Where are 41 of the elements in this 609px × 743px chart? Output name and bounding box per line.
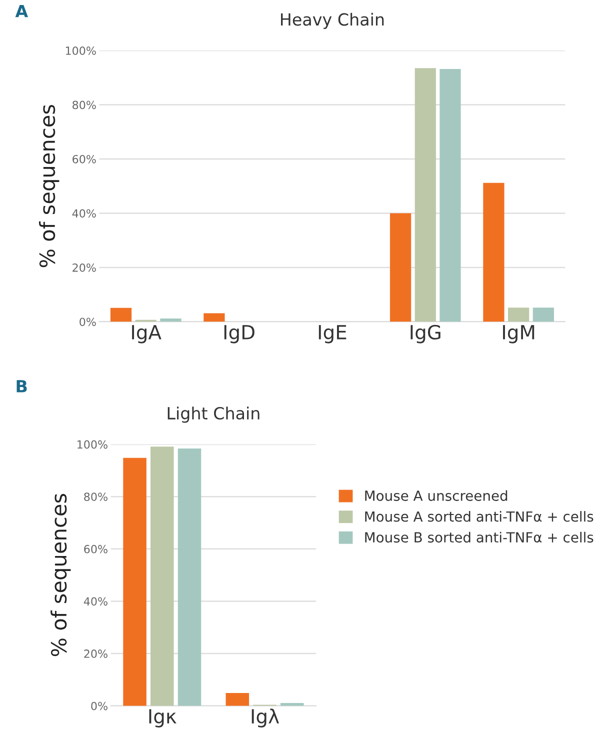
bar bbox=[150, 446, 174, 706]
chart-title: Heavy Chain bbox=[281, 12, 384, 29]
bar bbox=[483, 182, 504, 322]
x-tick-label: IgE bbox=[318, 325, 346, 344]
x-tick-label: IgG bbox=[410, 324, 440, 344]
bar bbox=[204, 313, 225, 322]
bar bbox=[414, 68, 436, 322]
y-tick-label: 60% bbox=[84, 544, 108, 554]
x-tick-label: Igλ bbox=[252, 708, 279, 728]
y-axis-title: % of sequences bbox=[50, 494, 71, 656]
y-tick-label: 20% bbox=[72, 263, 96, 272]
y-tick-label: 0% bbox=[91, 702, 108, 710]
bar bbox=[123, 458, 146, 706]
y-tick-label: 80% bbox=[84, 492, 108, 501]
bar bbox=[390, 213, 412, 322]
y-tick-label: 40% bbox=[72, 209, 96, 218]
y-tick-label: 60% bbox=[72, 154, 96, 164]
y-tick-label: 40% bbox=[84, 597, 108, 606]
y-tick-label: 0% bbox=[80, 318, 96, 326]
text: A bbox=[15, 4, 28, 18]
x-tick-label: IgA bbox=[132, 325, 162, 344]
text: B bbox=[16, 380, 27, 392]
legend-label: Mouse B sorted anti-TNFα + cells bbox=[365, 532, 594, 543]
bar bbox=[178, 448, 202, 706]
y-tick-label: 80% bbox=[72, 100, 96, 110]
bar bbox=[508, 308, 530, 322]
x-tick-label: Igκ bbox=[149, 709, 176, 728]
x-tick-label: IgD bbox=[224, 325, 254, 344]
y-axis-title: % of sequences bbox=[39, 104, 60, 268]
legend-label: Mouse A unscreened bbox=[365, 490, 508, 501]
x-tick-label: IgM bbox=[503, 325, 534, 344]
bar bbox=[110, 308, 132, 322]
y-tick-label: 100% bbox=[78, 440, 108, 449]
bar bbox=[160, 318, 182, 322]
y-tick-label: 20% bbox=[84, 650, 108, 658]
bar bbox=[440, 68, 461, 322]
bar bbox=[532, 308, 554, 322]
y-tick-label: 100% bbox=[66, 46, 96, 55]
chart-title: Light Chain bbox=[168, 406, 260, 423]
bar bbox=[226, 693, 250, 706]
legend-label: Mouse A sorted anti-TNFα + cells bbox=[365, 511, 594, 522]
